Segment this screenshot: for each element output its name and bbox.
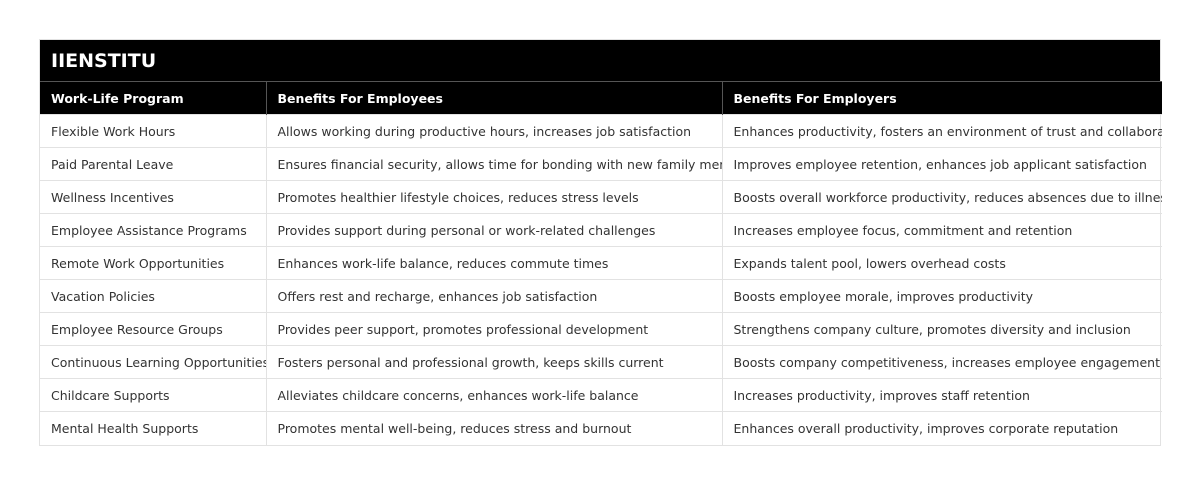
table-cell: Promotes healthier lifestyle choices, re… <box>265 180 722 214</box>
table-row: Vacation Policies Offers rest and recharg… <box>40 279 1162 313</box>
table-cell: Boosts overall workforce productivity, r… <box>721 180 1162 214</box>
column-header: Benefits For Employees <box>265 81 722 115</box>
table-cell: Provides peer support, promotes professi… <box>265 312 722 346</box>
column-header: Work-Life Program <box>40 81 266 115</box>
table-cell: Mental Health Supports <box>40 411 266 445</box>
table-cell: Employee Resource Groups <box>40 312 266 346</box>
table-cell: Fosters personal and professional growth… <box>265 345 722 379</box>
table-cell: Alleviates childcare concerns, enhances … <box>265 378 722 412</box>
table: Work-Life Program Benefits For Employees B… <box>40 81 1162 445</box>
table-cell: Wellness Incentives <box>40 180 266 214</box>
table-cell: Continuous Learning Opportunities <box>40 345 266 379</box>
table-card: IIENSTITU Work-Life Program Benefits For … <box>39 39 1162 446</box>
table-cell: Strengthens company culture, promotes di… <box>721 312 1162 346</box>
table-cell: Increases employee focus, commitment and… <box>721 213 1162 247</box>
table-cell: Offers rest and recharge, enhances job s… <box>265 279 722 313</box>
table-cell: Flexible Work Hours <box>40 114 266 148</box>
table-row: Remote Work Opportunities Enhances work-l… <box>40 246 1162 280</box>
table-row: Childcare Supports Alleviates childcare c… <box>40 378 1162 412</box>
table-cell: Provides support during personal or work… <box>265 213 722 247</box>
table-title: IIENSTITU <box>40 40 1160 81</box>
table-cell: Improves employee retention, enhances jo… <box>721 147 1162 181</box>
table-cell: Increases productivity, improves staff r… <box>721 378 1162 412</box>
table-cell: Employee Assistance Programs <box>40 213 266 247</box>
header-row: Work-Life Program Benefits For Employees B… <box>40 81 1162 115</box>
table-cell: Enhances overall productivity, improves … <box>721 411 1162 445</box>
table-cell: Ensures financial security, allows time … <box>265 147 722 181</box>
table-row: Continuous Learning Opportunities Fosters… <box>40 345 1162 379</box>
table-cell: Remote Work Opportunities <box>40 246 266 280</box>
table-cell: Boosts employee morale, improves product… <box>721 279 1162 313</box>
table-row: Employee Resource Groups Provides peer su… <box>40 312 1162 346</box>
table-cell: Boosts company competitiveness, increase… <box>721 345 1162 379</box>
table-cell: Childcare Supports <box>40 378 266 412</box>
table-cell: Enhances work-life balance, reduces comm… <box>265 246 722 280</box>
table-cell: Paid Parental Leave <box>40 147 266 181</box>
table-cell: Promotes mental well-being, reduces stre… <box>265 411 722 445</box>
table-row: Flexible Work Hours Allows working during… <box>40 114 1162 148</box>
table-cell: Vacation Policies <box>40 279 266 313</box>
table-cell: Enhances productivity, fosters an enviro… <box>721 114 1162 148</box>
table-cell: Allows working during productive hours, … <box>265 114 722 148</box>
table-body: Flexible Work Hours Allows working during… <box>40 114 1162 445</box>
column-header: Benefits For Employers <box>721 81 1162 115</box>
table-cell: Expands talent pool, lowers overhead cos… <box>721 246 1162 280</box>
table-row: Employee Assistance Programs Provides sup… <box>40 213 1162 247</box>
table-row: Paid Parental Leave Ensures financial sec… <box>40 147 1162 181</box>
table-row: Wellness Incentives Promotes healthier li… <box>40 180 1162 214</box>
table-row: Mental Health Supports Promotes mental we… <box>40 411 1162 445</box>
